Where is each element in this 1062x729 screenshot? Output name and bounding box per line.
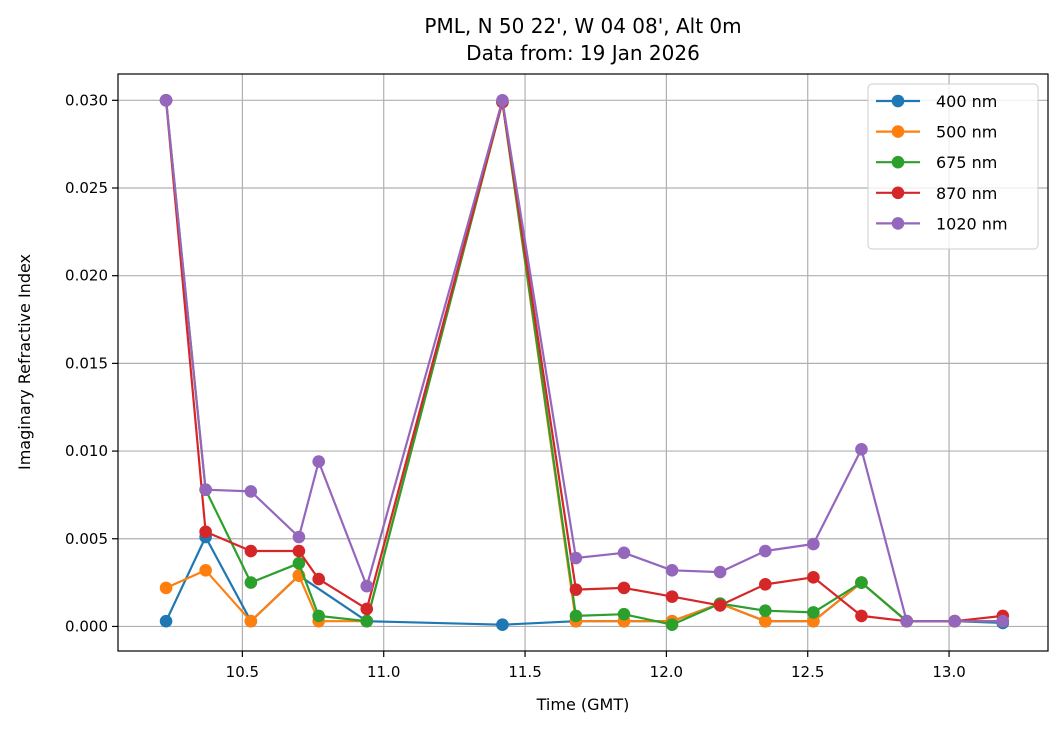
legend-marker	[891, 94, 905, 108]
data-point	[496, 94, 509, 107]
legend: 400 nm 500 nm 675 nm 870 nm 1020 nm	[867, 83, 1039, 250]
data-point	[199, 564, 212, 577]
y-tick-label: 0.015	[65, 354, 108, 372]
data-point	[159, 94, 173, 107]
legend-label: 500 nm	[936, 123, 997, 142]
data-point	[159, 614, 173, 628]
data-point	[665, 564, 679, 577]
plot-frame	[117, 73, 1049, 652]
data-point	[292, 557, 306, 570]
data-point	[759, 578, 772, 591]
data-point	[713, 599, 727, 612]
legend-marker	[891, 155, 905, 169]
y-axis-label: Imaginary Refractive Index	[15, 254, 34, 470]
data-point	[996, 614, 1010, 628]
data-point	[665, 618, 679, 631]
legend-label: 400 nm	[936, 92, 997, 111]
data-point	[569, 551, 583, 565]
data-point	[496, 618, 509, 631]
y-tick-label: 0.020	[65, 267, 108, 285]
legend-entry: 870 nm	[876, 184, 997, 203]
legend-label: 675 nm	[936, 153, 997, 172]
x-tick-label: 13.0	[932, 663, 965, 681]
y-tick-label: 0.010	[65, 442, 108, 460]
legend-marker	[891, 186, 905, 200]
chart-subtitle: Data from: 19 Jan 2026	[466, 41, 700, 65]
grid	[118, 74, 1048, 651]
data-point	[948, 614, 962, 628]
data-point	[312, 609, 325, 623]
plot-series	[159, 94, 1010, 631]
legend-box	[867, 83, 1039, 250]
data-point	[713, 565, 727, 579]
data-point	[244, 544, 258, 558]
data-point	[617, 607, 631, 621]
data-point	[617, 581, 631, 595]
x-tick-label: 12.5	[791, 663, 824, 681]
x-axis-ticks: 10.5 11.0 11.5 12.0 12.5 13.0	[226, 651, 966, 681]
data-point	[759, 544, 772, 558]
x-axis-label: Time (GMT)	[536, 695, 630, 714]
x-tick-label: 11.0	[367, 663, 400, 681]
chart-title: PML, N 50 22', W 04 08', Alt 0m	[424, 14, 741, 38]
data-point	[807, 614, 820, 628]
y-tick-label: 0.025	[65, 179, 108, 197]
data-point	[292, 544, 306, 558]
legend-label: 1020 nm	[936, 214, 1008, 233]
x-tick-label: 12.0	[650, 663, 683, 681]
data-point	[617, 546, 631, 560]
data-point	[244, 485, 258, 498]
x-tick-label: 11.5	[508, 663, 541, 681]
legend-entry: 675 nm	[876, 153, 997, 172]
x-tick-label: 10.5	[226, 663, 259, 681]
data-point	[159, 581, 173, 595]
legend-entry: 400 nm	[876, 92, 997, 111]
y-tick-label: 0.005	[65, 530, 108, 548]
data-point	[855, 576, 868, 589]
legend-label: 870 nm	[936, 184, 997, 203]
data-point	[360, 579, 374, 593]
y-axis-ticks: 0.000 0.005 0.010 0.015 0.020 0.025 0.030	[65, 91, 118, 635]
y-tick-label: 0.000	[65, 617, 108, 635]
data-point	[855, 443, 868, 456]
data-point	[569, 609, 583, 623]
data-point	[569, 583, 583, 596]
data-point	[312, 455, 325, 468]
data-point	[807, 571, 820, 584]
data-point	[199, 483, 212, 496]
data-point	[759, 614, 772, 628]
data-point	[759, 604, 772, 617]
data-point	[855, 609, 868, 623]
legend-marker	[891, 125, 905, 138]
legend-entry: 1020 nm	[876, 214, 1008, 233]
y-tick-label: 0.030	[65, 91, 108, 109]
data-point	[900, 614, 913, 628]
data-point	[292, 530, 306, 544]
data-point	[199, 525, 212, 539]
series-1020-nm	[159, 94, 1010, 628]
data-point	[244, 576, 258, 589]
data-point	[312, 572, 325, 586]
data-point	[665, 590, 679, 603]
data-point	[807, 537, 820, 551]
data-point	[360, 614, 374, 628]
data-point	[360, 602, 374, 616]
data-point	[807, 606, 820, 619]
legend-entry: 500 nm	[876, 123, 997, 142]
legend-marker	[891, 217, 905, 230]
data-point	[244, 614, 258, 628]
